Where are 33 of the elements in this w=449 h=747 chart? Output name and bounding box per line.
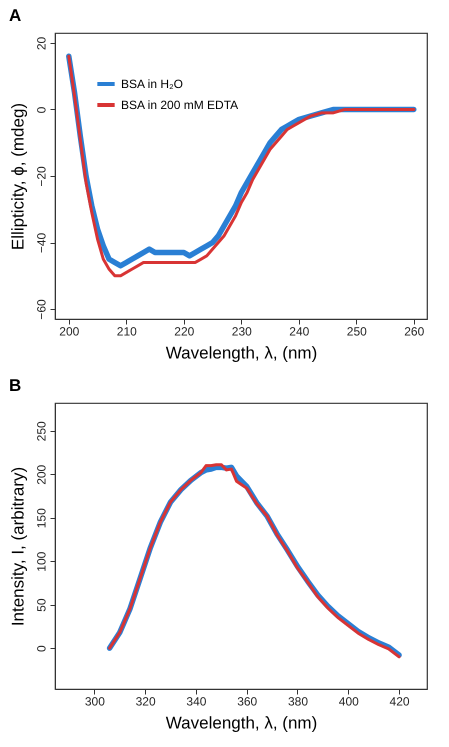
y-tick-label: −40 bbox=[34, 232, 48, 254]
x-tick-label: 340 bbox=[186, 694, 207, 708]
legend-label: BSA in H₂O bbox=[121, 77, 184, 91]
x-tick-label: 380 bbox=[288, 694, 308, 708]
y-tick-label: 200 bbox=[34, 464, 48, 485]
y-tick-label: −20 bbox=[34, 166, 48, 187]
x-tick-label: 230 bbox=[232, 324, 252, 338]
y-tick-label: 0 bbox=[34, 106, 48, 114]
y-axis-title: Intensity, I, (arbitrary) bbox=[8, 466, 28, 626]
x-tick-label: 240 bbox=[289, 324, 310, 338]
chart-title: A bbox=[9, 6, 22, 25]
x-tick-label: 320 bbox=[136, 694, 156, 708]
y-tick-label: 250 bbox=[34, 420, 48, 442]
y-tick-label: 100 bbox=[34, 551, 48, 572]
x-tick-label: 360 bbox=[237, 694, 258, 708]
x-tick-label: 300 bbox=[84, 694, 106, 708]
y-tick-label: 50 bbox=[34, 598, 48, 612]
y-tick-label: 20 bbox=[34, 36, 48, 50]
y-tick-label: 150 bbox=[34, 508, 48, 528]
chart-title: B bbox=[9, 376, 22, 395]
x-tick-label: 400 bbox=[338, 694, 360, 708]
x-tick-label: 220 bbox=[174, 324, 195, 338]
x-tick-label: 210 bbox=[116, 324, 138, 338]
x-tick-label: 250 bbox=[346, 324, 368, 338]
y-tick-label: 0 bbox=[34, 644, 48, 652]
x-tick-label: 200 bbox=[59, 324, 80, 338]
legend-label: BSA in 200 mM EDTA bbox=[121, 98, 238, 112]
x-tick-label: 420 bbox=[390, 694, 410, 708]
x-axis-title: Wavelength, λ, (nm) bbox=[166, 714, 318, 732]
x-axis-title: Wavelength, λ, (nm) bbox=[166, 344, 318, 362]
x-tick-label: 260 bbox=[404, 324, 425, 338]
y-tick-label: −60 bbox=[34, 299, 48, 320]
y-axis-title: Ellipticity, ϕ, (mdeg) bbox=[8, 102, 28, 250]
